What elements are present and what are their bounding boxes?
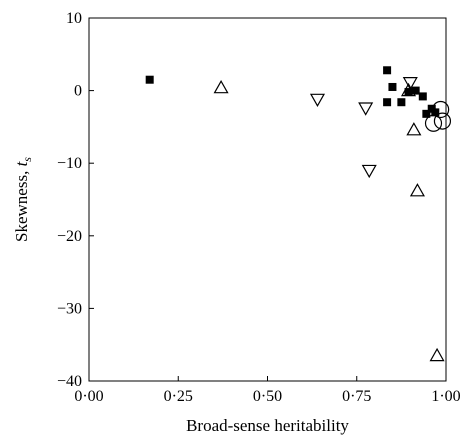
y-tick-label: 10 — [66, 10, 82, 27]
x-tick-label: 0·75 — [342, 388, 371, 405]
y-tick-label: −20 — [57, 228, 82, 245]
point-filled-square — [404, 88, 413, 97]
axis-tick-labels: 0·00 0·25 0·50 0·75 1·00 10 0 −10 −20 −30 −40 — [57, 10, 461, 405]
point-open-triangle-up — [429, 347, 445, 362]
point-filled-square — [388, 82, 397, 91]
point-open-triangle-down — [309, 93, 326, 108]
point-open-circle — [424, 114, 443, 132]
data-points — [145, 66, 452, 362]
x-tick-label: 0·50 — [253, 388, 282, 405]
point-open-triangle-down — [361, 164, 377, 179]
y-axis-label-main: Skewness, — [12, 166, 31, 242]
y-tick-label: −10 — [57, 155, 82, 172]
x-tick-label: 0·25 — [164, 388, 193, 405]
point-filled-square — [431, 108, 440, 117]
y-tick-label: −40 — [57, 373, 82, 390]
y-axis-label-symbol: t — [12, 160, 31, 166]
x-axis-label: Broad-sense heritability — [186, 416, 349, 435]
plot-frame — [88, 17, 447, 382]
point-filled-square — [411, 86, 420, 95]
point-open-triangle-up — [406, 122, 422, 136]
point-open-triangle-up — [409, 183, 425, 197]
y-tick-label: −30 — [57, 300, 82, 317]
y-axis-label: Skewness, ts — [12, 157, 34, 242]
x-tick-label: 0·00 — [74, 388, 103, 405]
point-filled-square — [383, 98, 392, 107]
axis-ticks — [88, 17, 447, 382]
y-axis-label-subscript: s — [20, 157, 34, 162]
point-filled-square — [422, 109, 431, 118]
point-filled-square — [418, 92, 427, 101]
y-tick-label: 0 — [74, 83, 82, 100]
point-filled-square — [383, 66, 392, 75]
point-open-triangle-down — [358, 102, 374, 116]
x-tick-label: 1·00 — [431, 388, 460, 405]
point-open-triangle-up — [400, 82, 417, 97]
point-open-triangle-down — [402, 77, 418, 91]
point-filled-square — [145, 75, 154, 84]
point-open-triangle-up — [213, 79, 229, 94]
point-filled-square — [397, 98, 406, 107]
point-open-circle — [432, 100, 450, 119]
point-open-circle — [433, 112, 452, 130]
